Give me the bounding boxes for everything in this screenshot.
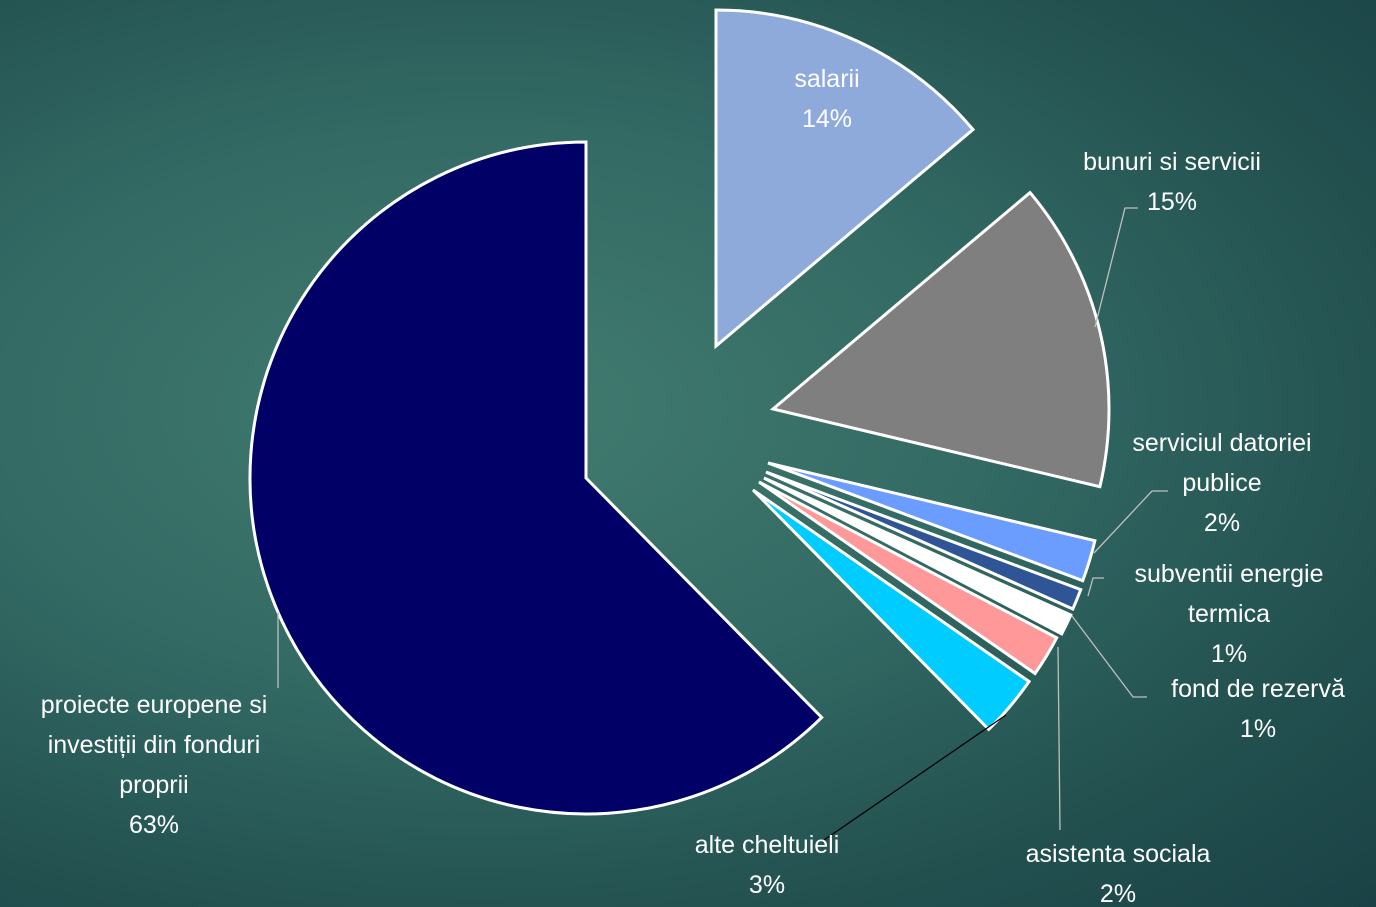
data-label-category: salarii [794, 65, 859, 93]
data-label-category: publice [1182, 469, 1261, 497]
leader-line [823, 714, 1007, 841]
data-label-serviciul-datoriei-publice: serviciul datoriei publice 2% [1132, 429, 1311, 537]
leader-line [1071, 615, 1147, 698]
pie-slice-asistenta-sociala [758, 480, 1059, 676]
leader-line [1093, 490, 1168, 554]
pie-slice-salarii [714, 8, 976, 350]
data-label-fond-de-rezerva: fond de rezervă 1% [1171, 675, 1345, 743]
data-label-value: 15% [1147, 188, 1197, 216]
data-label-subventii-energie-termica: subventii energie termica 1% [1134, 560, 1323, 668]
data-label-category: asistenta sociala [1026, 840, 1211, 868]
pie-slice-alte-cheltuieli [751, 488, 1032, 732]
pie-slice-bunuri-si-servicii [769, 190, 1111, 489]
data-label-alte-cheltuieli: alte cheltuieli 3% [695, 831, 840, 899]
data-label-value: 1% [1211, 640, 1247, 668]
pie-slice-serviciul-datoriei-publice [767, 461, 1097, 583]
data-label-value: 1% [1240, 715, 1276, 743]
data-label-category: alte cheltuieli [695, 831, 840, 859]
leader-lines [277, 207, 1168, 841]
leader-line [1057, 646, 1061, 831]
data-label-category: termica [1188, 600, 1270, 628]
pie-slice-subventii-energie-termica [765, 470, 1083, 611]
data-labels: salarii 14% bunuri si servicii 15% serviciul… [41, 65, 1345, 907]
data-label-value: 63% [129, 811, 179, 839]
data-label-category: proprii [119, 771, 188, 799]
data-label-value: 2% [1100, 880, 1136, 907]
pie-slice-proiecte-europene-si-investitii-din-fonduri-proprii [248, 140, 824, 816]
data-label-category: bunuri si servicii [1083, 148, 1261, 176]
data-label-category: fond de rezervă [1171, 675, 1345, 703]
leader-line [1087, 577, 1104, 597]
data-label-value: 14% [802, 105, 852, 133]
data-label-value: 2% [1204, 509, 1240, 537]
data-label-category: serviciul datoriei [1132, 429, 1311, 457]
data-label-proiecte-europene-si-investitii-din-fonduri-proprii: proiecte europene si investiții din fondu… [41, 691, 268, 839]
data-label-bunuri-si-servicii: bunuri si servicii 15% [1083, 148, 1261, 216]
pie-slices [248, 8, 1111, 816]
data-label-salarii: salarii 14% [794, 65, 859, 133]
leader-line [1094, 207, 1138, 328]
data-label-asistenta-sociala: asistenta sociala 2% [1026, 840, 1211, 907]
data-label-category: proiecte europene si [41, 691, 268, 719]
data-label-value: 3% [749, 871, 785, 899]
data-label-category: investiții din fonduri [48, 731, 261, 759]
pie-slice-fond-de-rezerva [763, 476, 1073, 636]
data-label-category: subventii energie [1134, 560, 1323, 588]
